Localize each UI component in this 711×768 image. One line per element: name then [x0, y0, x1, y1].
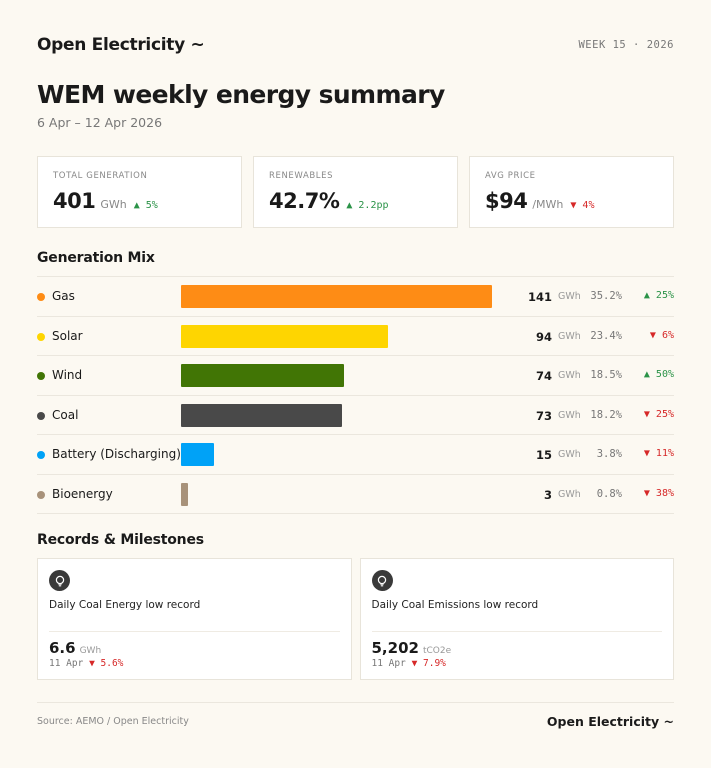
change-value: ▼ 11% [643, 448, 674, 459]
fuel-label: Battery (Discharging) [52, 447, 181, 461]
kpi-delta: ▼ 4% [570, 200, 595, 211]
generation-mix-chart: Gas 141 GWh 35.2% ▲ 25% Solar 94 GWh 23.4% ▼ 6% Wi… [37, 276, 674, 514]
lightbulb-icon [49, 570, 70, 591]
energy-unit: GWh [558, 291, 581, 302]
kpi-unit: GWh [100, 198, 127, 211]
kpi-label: AVG PRICE [485, 171, 536, 181]
mix-row[interactable]: Wind 74 GWh 18.5% ▲ 50% [37, 356, 674, 396]
week-label: WEEK 15 · 2026 [578, 39, 674, 51]
record-unit: tCO2e [422, 646, 452, 656]
bar [181, 285, 492, 308]
record-date: 11 Apr [371, 658, 406, 669]
kpi-total-generation: TOTAL GENERATION 401 GWh ▲ 5% [37, 156, 242, 228]
legend-dot [37, 332, 45, 341]
page-title: WEM weekly energy summary [37, 80, 445, 109]
mix-row[interactable]: Coal 73 GWh 18.2% ▼ 25% [37, 396, 674, 435]
kpi-unit: /MWh [532, 198, 564, 211]
kpi-delta: ▲ 2.2pp [346, 200, 389, 211]
bar [181, 482, 188, 506]
kpi-label: TOTAL GENERATION [53, 171, 148, 181]
footer-brand-logo[interactable]: Open Electricity ~ [546, 714, 674, 729]
legend-dot [37, 451, 45, 459]
fuel-label: Coal [52, 407, 79, 422]
energy-value: 3 [543, 487, 552, 502]
fuel-label: Bioenergy [52, 486, 113, 501]
record-card[interactable]: Daily Coal Energy low record 6.6 GWh 11 … [37, 558, 352, 680]
records-cards: Daily Coal Energy low record 6.6 GWh 11 … [37, 558, 674, 680]
mix-row[interactable]: Bioenergy 3 GWh 0.8% ▼ 38% [37, 475, 674, 514]
share-value: 18.5% [590, 369, 622, 381]
kpi-avg-price: AVG PRICE $94 /MWh ▼ 4% [469, 156, 674, 228]
energy-unit: GWh [558, 449, 581, 460]
bar [181, 403, 342, 427]
record-value: 6.6 [49, 639, 76, 657]
kpi-cards: TOTAL GENERATION 401 GWh ▲ 5% RENEWABLES… [37, 156, 674, 228]
records-heading: Records & Milestones [37, 532, 204, 548]
record-card[interactable]: Daily Coal Emissions low record 5,202 tC… [359, 558, 674, 680]
share-value: 23.4% [590, 329, 622, 342]
mix-row[interactable]: Gas 141 GWh 35.2% ▲ 25% [37, 277, 674, 317]
legend-dot [37, 293, 45, 301]
legend-dot [37, 411, 45, 420]
record-title: Daily Coal Energy low record [49, 599, 201, 611]
share-value: 0.8% [596, 487, 622, 500]
energy-value: 141 [527, 290, 552, 304]
source-note: Source: AEMO / Open Electricity [37, 716, 189, 727]
record-delta: ▼ 7.9% [411, 658, 446, 669]
divider [49, 631, 340, 632]
energy-unit: GWh [558, 370, 581, 381]
bar [181, 443, 215, 466]
change-value: ▲ 25% [643, 290, 674, 301]
mix-row[interactable]: Battery (Discharging) 15 GWh 3.8% ▼ 11% [37, 435, 674, 475]
record-title: Daily Coal Emissions low record [371, 599, 539, 611]
change-value: ▲ 50% [643, 369, 674, 380]
lightbulb-icon [371, 570, 393, 591]
change-value: ▼ 38% [643, 487, 674, 499]
date-range: 6 Apr – 12 Apr 2026 [37, 115, 163, 130]
change-value: ▼ 6% [649, 329, 674, 341]
record-delta: ▼ 5.6% [89, 658, 124, 669]
fuel-label: Wind [52, 368, 83, 382]
record-date: 11 Apr [49, 658, 84, 669]
legend-dot [37, 490, 45, 499]
energy-value: 15 [535, 448, 552, 462]
header: Open Electricity ~ WEEK 15 · 2026 [37, 32, 674, 58]
fuel-label: Gas [52, 289, 75, 303]
energy-unit: GWh [558, 409, 581, 421]
bar [181, 364, 345, 387]
legend-dot [37, 372, 45, 380]
kpi-label: RENEWABLES [269, 171, 334, 181]
divider [371, 631, 662, 632]
record-unit: GWh [79, 646, 102, 656]
share-value: 35.2% [590, 290, 622, 302]
footer-divider [37, 702, 674, 703]
energy-unit: GWh [558, 330, 581, 342]
share-value: 3.8% [596, 448, 622, 460]
energy-value: 74 [535, 369, 552, 383]
share-value: 18.2% [590, 408, 622, 421]
mix-row[interactable]: Solar 94 GWh 23.4% ▼ 6% [37, 317, 674, 356]
energy-value: 73 [535, 408, 552, 423]
record-value: 5,202 [371, 639, 419, 657]
kpi-delta: ▲ 5% [133, 200, 158, 211]
kpi-value: 42.7% [269, 189, 340, 213]
kpi-value: $94 [485, 189, 528, 213]
bar [181, 324, 389, 348]
kpi-renewables: RENEWABLES 42.7% ▲ 2.2pp [253, 156, 458, 228]
energy-value: 94 [535, 329, 552, 344]
kpi-value: 401 [53, 189, 96, 213]
brand-logo[interactable]: Open Electricity ~ [37, 35, 205, 55]
fuel-label: Solar [52, 328, 83, 343]
energy-unit: GWh [558, 488, 581, 500]
change-value: ▼ 25% [643, 408, 674, 420]
generation-mix-heading: Generation Mix [37, 250, 155, 266]
